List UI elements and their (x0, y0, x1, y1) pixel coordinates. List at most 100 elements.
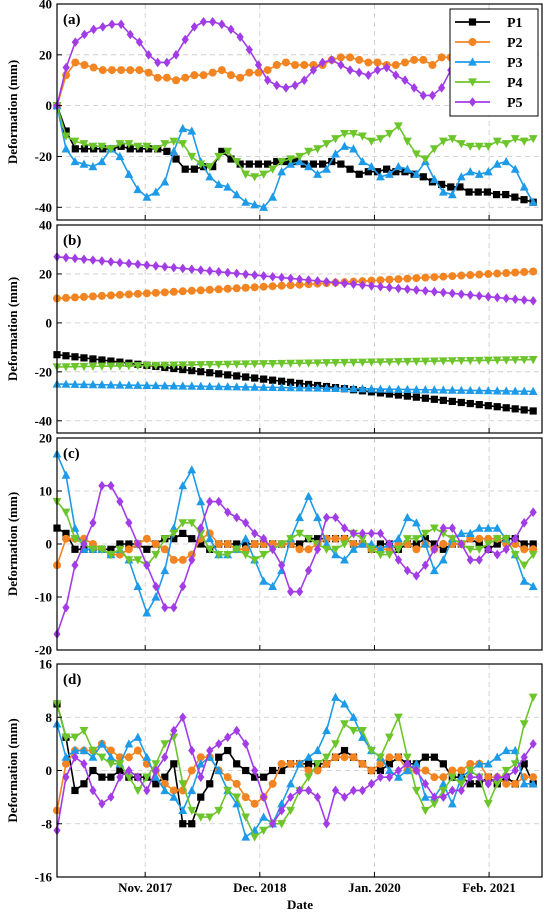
data-point-p2 (349, 753, 358, 762)
data-point-p2 (475, 534, 484, 543)
data-point-p3 (142, 192, 152, 201)
data-point-p3 (223, 182, 233, 191)
data-point-p5 (322, 818, 331, 829)
data-point-p5 (340, 278, 349, 289)
data-point-p4 (331, 135, 340, 144)
data-point-p1 (529, 540, 537, 548)
data-point-p4 (474, 356, 484, 366)
data-point-p4 (277, 359, 287, 369)
data-point-p3 (465, 385, 475, 395)
data-point-p5 (412, 765, 420, 776)
data-point-p4 (519, 561, 529, 570)
data-point-p5 (466, 555, 474, 565)
data-point-p5 (154, 57, 162, 68)
data-point-p2 (196, 286, 205, 295)
data-point-p4 (106, 362, 116, 371)
data-point-p1 (493, 540, 501, 548)
data-point-p1 (206, 780, 214, 788)
data-point-p1 (278, 377, 286, 385)
data-point-p5 (331, 277, 340, 288)
data-point-p5 (502, 544, 510, 555)
data-point-p2 (250, 540, 259, 548)
data-point-p3 (115, 380, 125, 389)
data-point-p5 (331, 512, 340, 523)
data-point-p4 (115, 140, 125, 149)
data-point-p5 (376, 772, 385, 782)
data-point-p2 (529, 267, 538, 276)
data-point-p4 (124, 140, 134, 149)
y-tick-label: -20 (35, 364, 52, 379)
data-point-p4 (394, 358, 403, 367)
series-p1 (53, 102, 537, 206)
data-point-p3 (88, 752, 98, 761)
data-point-p5 (286, 792, 295, 802)
data-point-p5 (188, 555, 196, 565)
data-point-p1 (215, 753, 223, 761)
data-point-p4 (232, 360, 242, 369)
data-point-p1 (511, 405, 519, 413)
data-point-p5 (412, 285, 420, 295)
data-point-p2 (358, 759, 367, 768)
data-point-p5 (421, 779, 429, 789)
data-point-p1 (430, 395, 438, 403)
y-axis-label: Deformation (mm) (5, 492, 20, 596)
data-point-p1 (520, 760, 528, 768)
data-point-p3 (420, 385, 430, 394)
data-point-p2 (313, 766, 322, 775)
y-tick-label: 10 (39, 484, 52, 499)
data-point-p5 (475, 772, 483, 782)
data-point-p1 (309, 160, 318, 168)
data-point-p3 (259, 202, 269, 211)
data-point-p3 (420, 539, 430, 548)
data-point-p3 (133, 380, 143, 389)
data-point-p4 (528, 355, 538, 365)
data-point-p3 (178, 381, 188, 390)
data-point-p4 (367, 137, 376, 146)
data-point-p2 (245, 68, 254, 77)
data-point-p3 (142, 752, 152, 761)
data-point-p1 (215, 370, 223, 378)
data-point-p5 (190, 22, 198, 32)
data-point-p4 (492, 535, 502, 544)
data-point-p1 (260, 773, 268, 781)
data-point-p5 (134, 259, 142, 270)
data-point-p4 (376, 135, 385, 144)
data-point-p3 (483, 523, 493, 532)
data-point-p3 (340, 699, 349, 708)
data-point-p4 (385, 551, 394, 560)
data-point-p2 (336, 53, 345, 62)
data-point-p3 (259, 382, 269, 391)
data-point-p3 (447, 385, 457, 394)
data-point-p4 (411, 150, 421, 159)
data-point-p5 (71, 37, 79, 47)
data-point-p4 (115, 760, 125, 769)
data-point-p3 (97, 380, 107, 389)
x-tick-label: Nov. 2017 (118, 880, 173, 895)
legend-label-p2: P2 (507, 36, 523, 51)
data-point-p5 (126, 29, 134, 40)
data-point-p5 (125, 518, 133, 528)
data-point-p2 (385, 753, 394, 762)
panel-3: -20 -10 0 10 20 (c) Deformation (mm) (5, 431, 543, 658)
data-point-p4 (88, 545, 98, 554)
data-point-p3 (124, 739, 134, 748)
series-p2 (53, 267, 538, 303)
data-point-p3 (160, 177, 170, 186)
data-point-p4 (160, 740, 170, 749)
data-point-p4 (178, 140, 188, 149)
data-point-p2 (309, 60, 318, 69)
data-point-p1 (242, 766, 250, 775)
data-point-p3 (474, 385, 484, 395)
data-point-p4 (394, 713, 403, 722)
data-point-p4 (420, 806, 430, 816)
panel-label: (b) (63, 233, 81, 249)
data-point-p5 (439, 792, 447, 802)
data-point-p5 (206, 496, 214, 507)
data-point-p3 (340, 383, 349, 393)
data-point-p1 (260, 375, 268, 383)
data-point-p3 (349, 144, 358, 153)
data-point-p5 (428, 90, 437, 101)
data-point-p2 (340, 753, 349, 762)
data-point-p2 (419, 55, 428, 64)
data-point-p5 (448, 288, 456, 299)
